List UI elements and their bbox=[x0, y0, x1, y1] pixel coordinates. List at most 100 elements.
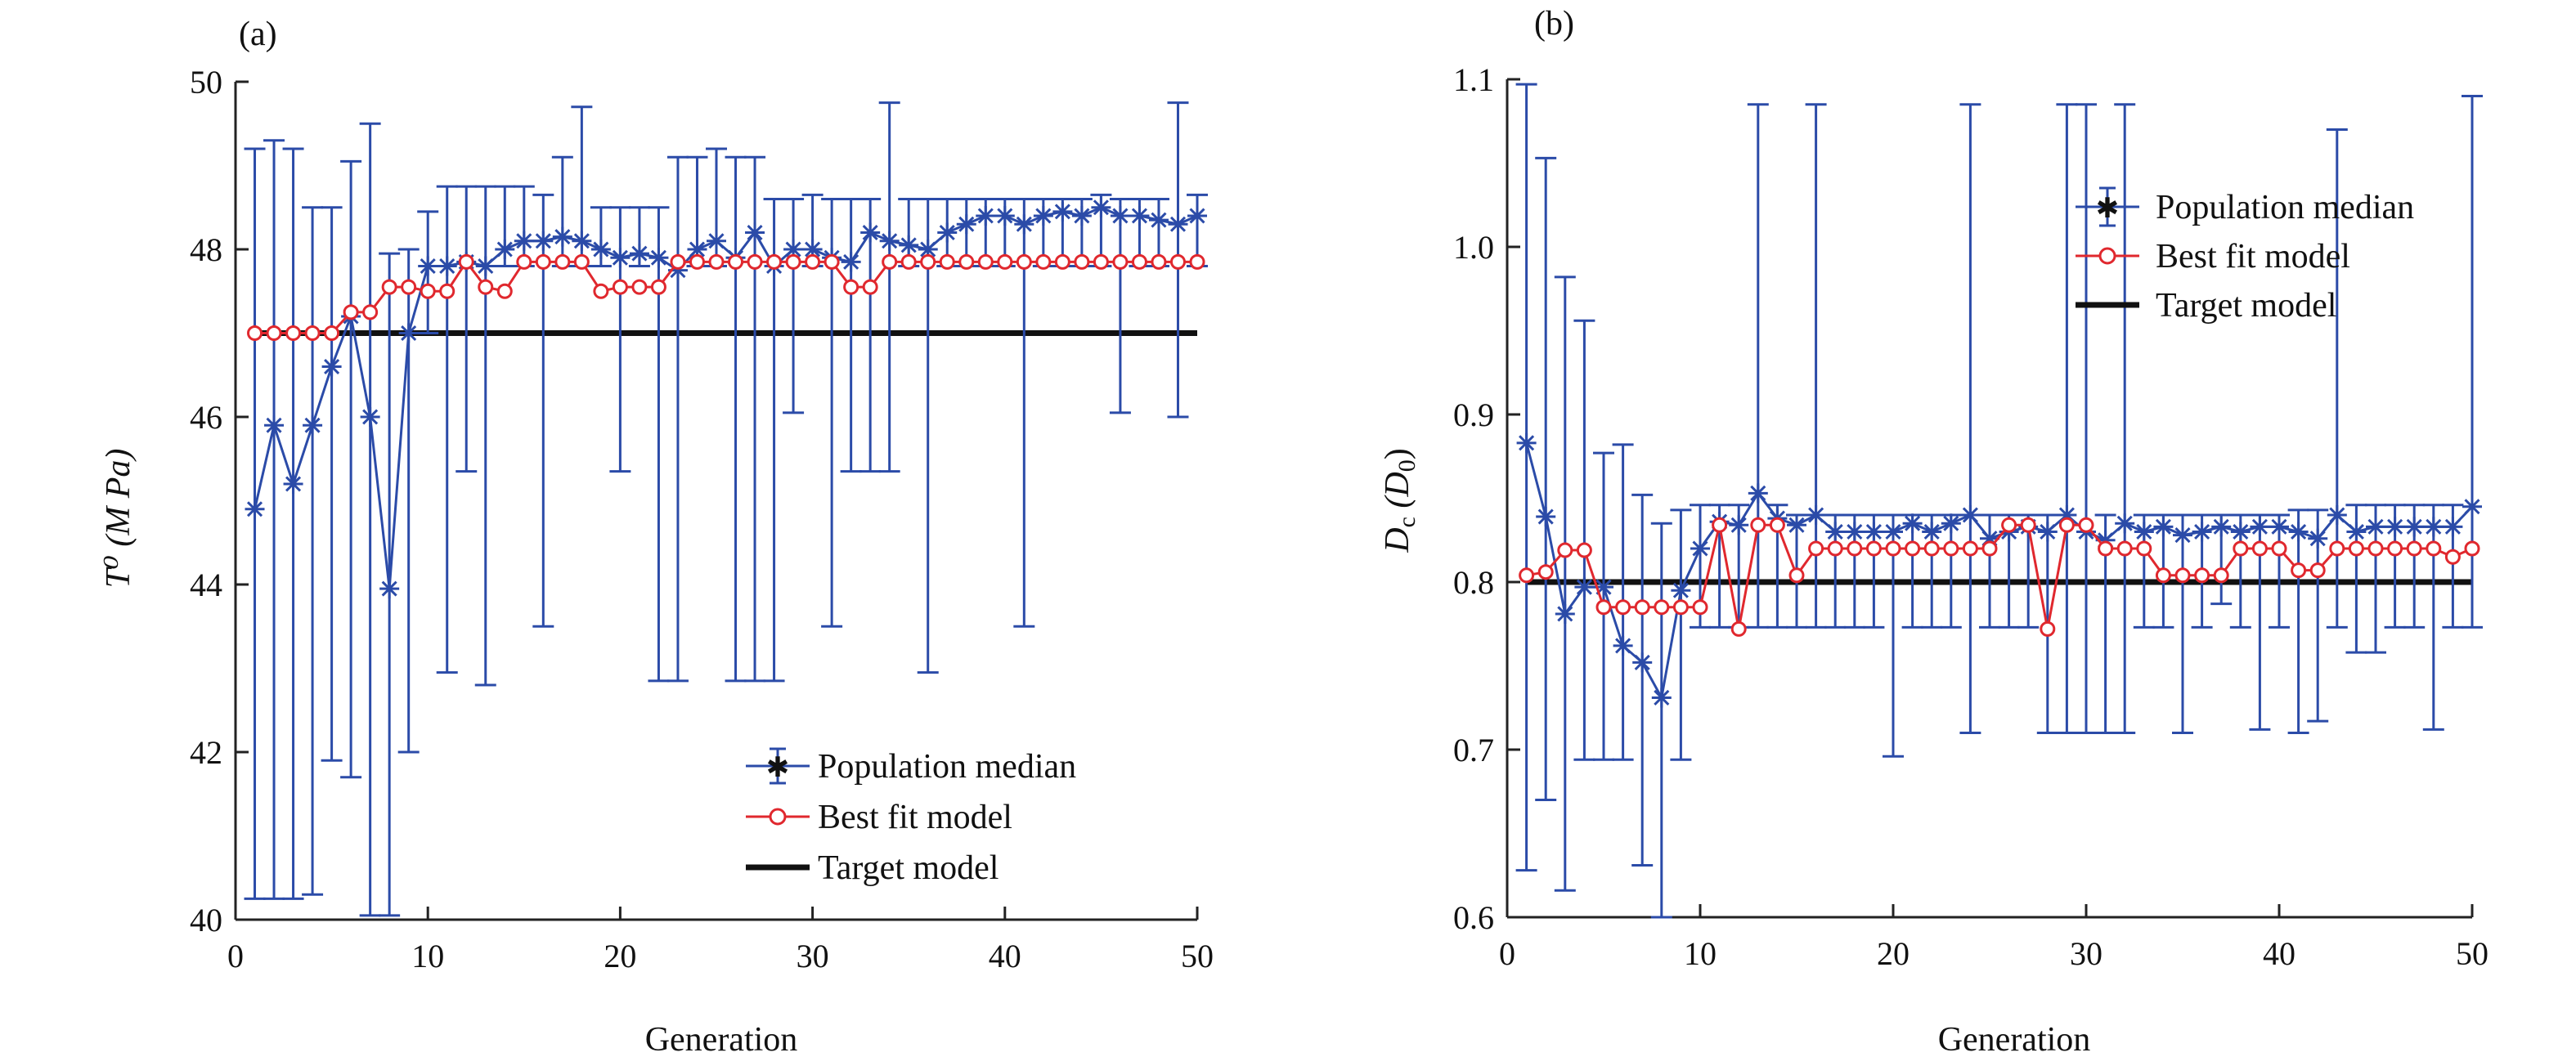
panel-b-population-median-point bbox=[1690, 539, 1710, 558]
panel-a-population-median-point bbox=[437, 256, 457, 276]
panel-b-error-bar bbox=[1535, 156, 1557, 801]
panel-b-population-median-point bbox=[1516, 432, 1537, 453]
panel-b-population-median-point-stroke bbox=[2426, 518, 2442, 535]
panel-b-best-fit-model-point bbox=[2348, 540, 2364, 557]
panel-a-best-fit-model-point bbox=[1074, 253, 1090, 270]
panel-a-error-bar bbox=[821, 198, 843, 628]
panel-b-error-bar bbox=[1650, 522, 1672, 919]
panel-a-x-tick-label: 20 bbox=[604, 938, 636, 974]
panel-a-best-fit-model-point bbox=[381, 279, 397, 295]
panel-b-population-median-point-stroke bbox=[2464, 499, 2480, 515]
panel-a-error-bar bbox=[1013, 198, 1035, 628]
panel-a-population-median-point-stroke bbox=[304, 417, 321, 433]
panel-a-population-median-point-stroke bbox=[843, 253, 859, 270]
panel-b-population-median-point-stroke bbox=[1519, 435, 1535, 451]
panel-a-best-fit-model-point bbox=[1016, 253, 1032, 270]
panel-a-error-bar bbox=[551, 155, 573, 267]
chart-panel-b: (b) Dc (D0) Generation 0.60.70.80.91.01.… bbox=[1379, 5, 2488, 1057]
panel-b-best-fit-model-point bbox=[2213, 567, 2229, 584]
panel-a-population-median-point-stroke bbox=[1074, 208, 1090, 224]
panel-a-x-tick-label: 30 bbox=[797, 938, 829, 974]
panel-a-population-median-point bbox=[360, 407, 380, 427]
panel-b-legend-population-median-label: Population median bbox=[2156, 189, 2414, 226]
panel-b-x-tick-label: 40 bbox=[2263, 935, 2296, 972]
panel-b-population-median-point bbox=[2153, 517, 2174, 537]
panel-a-population-median-point bbox=[994, 206, 1015, 226]
panel-a-population-median-point-stroke bbox=[1112, 208, 1129, 224]
panel-b-population-median-point-stroke bbox=[1865, 523, 1882, 540]
panel-a-population-median-point bbox=[398, 323, 419, 343]
panel-a-best-fit-model-point bbox=[805, 253, 821, 270]
panel-b-population-median-point bbox=[1729, 515, 1749, 535]
panel-a-best-fit-model-point bbox=[670, 253, 686, 270]
panel-a-population-median-point-stroke bbox=[747, 224, 763, 241]
panel-a-best-fit-model-point bbox=[458, 253, 474, 270]
panel-b-population-median-point-stroke bbox=[2309, 531, 2326, 547]
panel-a-population-median-point bbox=[533, 231, 554, 251]
panel-b-best-fit-model-point bbox=[2155, 567, 2171, 584]
panel-b-best-fit-model-point bbox=[1595, 599, 1612, 616]
panel-b-best-fit-model-point bbox=[1923, 540, 1940, 557]
panel-a-error-bar bbox=[456, 185, 478, 473]
panel-a-population-median-point bbox=[1033, 206, 1053, 226]
panel-b-best-fit-model-point bbox=[1615, 599, 1631, 616]
panel-b-population-median-point-stroke bbox=[1654, 689, 1670, 705]
panel-a-error-bar bbox=[609, 206, 631, 473]
panel-a-population-median-point-stroke bbox=[420, 258, 436, 275]
panel-b-population-median-point bbox=[2269, 517, 2289, 537]
panel-b-best-fit-model-point bbox=[1788, 567, 1805, 584]
panel-b-population-median-point bbox=[1555, 603, 1575, 624]
panel-b-best-fit-model-point bbox=[1943, 540, 1959, 557]
panel-a-best-fit-model-point bbox=[958, 253, 975, 270]
panel-b-population-median-point bbox=[2308, 528, 2328, 549]
panel-b-error-bar bbox=[1554, 275, 1576, 892]
panel-a-x-tick-label: 0 bbox=[227, 938, 244, 974]
panel-a-population-median-point-stroke bbox=[593, 241, 609, 258]
panel-a-population-median-point-stroke bbox=[573, 233, 590, 249]
panel-a-population-median-point bbox=[1071, 206, 1092, 226]
panel-a-population-median-point bbox=[514, 231, 534, 251]
panel-b-x-tick-label: 50 bbox=[2456, 935, 2488, 972]
panel-a-population-median-point-stroke bbox=[1016, 216, 1032, 232]
panel-a-population-median-point bbox=[610, 248, 631, 268]
panel-b-population-median-point-stroke bbox=[1750, 485, 1766, 501]
panel-b-population-median-point-stroke bbox=[2233, 523, 2249, 540]
panel-a-best-fit-model-point bbox=[1169, 253, 1186, 270]
panel-b-population-median-point-stroke bbox=[1730, 517, 1747, 533]
panel-b-error-bar bbox=[2114, 103, 2136, 734]
panel-a-x-axis-label: Generation bbox=[645, 1021, 798, 1057]
panel-b-best-fit-model-point bbox=[2174, 567, 2191, 584]
panel-a-population-median-point bbox=[1129, 206, 1150, 226]
panel-a-population-median-point bbox=[648, 248, 669, 268]
panel-a-population-median-point-stroke bbox=[920, 241, 936, 258]
panel-b-best-fit-model-point bbox=[1519, 567, 1535, 584]
panel-b-population-median-point-stroke bbox=[1672, 582, 1689, 598]
panel-a-population-median-point bbox=[1014, 214, 1034, 235]
panel-a-population-median-point bbox=[572, 231, 592, 251]
panel-a-error-bar bbox=[302, 206, 324, 896]
panel-b-best-fit-model-point bbox=[1576, 542, 1592, 558]
panel-a-population-median-point-stroke bbox=[882, 233, 898, 249]
panel-a-best-fit-model-point bbox=[977, 253, 994, 270]
panel-b-legend-entry-target-model: Target model bbox=[2076, 287, 2336, 325]
panel-b-y-tick-label: 1.1 bbox=[1453, 61, 1494, 98]
panel-a-population-median-point bbox=[379, 579, 400, 599]
panel-b-y-label-subscript: c bbox=[1393, 517, 1420, 527]
panel-b-best-fit-model-point bbox=[2136, 540, 2152, 557]
panel-b-population-median-point bbox=[1574, 577, 1595, 598]
panel-a-best-fit-model-point bbox=[612, 279, 628, 295]
panel-a-population-median-point-stroke bbox=[958, 216, 975, 232]
panel-a-error-bar bbox=[359, 122, 381, 917]
panel-b-y-label-close: ) bbox=[1379, 448, 1416, 459]
panel-a-best-fit-model-point bbox=[573, 253, 590, 270]
panel-b-best-fit-model-point bbox=[1885, 540, 1901, 557]
panel-a-population-median-point bbox=[590, 240, 611, 259]
panel-b-best-fit-model-point bbox=[1692, 599, 1708, 616]
panel-b-population-median-point bbox=[1960, 505, 1981, 525]
panel-a-error-bar bbox=[840, 198, 862, 473]
panel-a-best-fit-model-point bbox=[920, 253, 936, 270]
panel-b-best-fit-model-point bbox=[2444, 549, 2461, 565]
panel-a-population-median-point-stroke bbox=[381, 580, 397, 597]
panel-b-best-fit-model-point bbox=[1865, 540, 1882, 557]
panel-a-population-median-point bbox=[303, 415, 323, 436]
